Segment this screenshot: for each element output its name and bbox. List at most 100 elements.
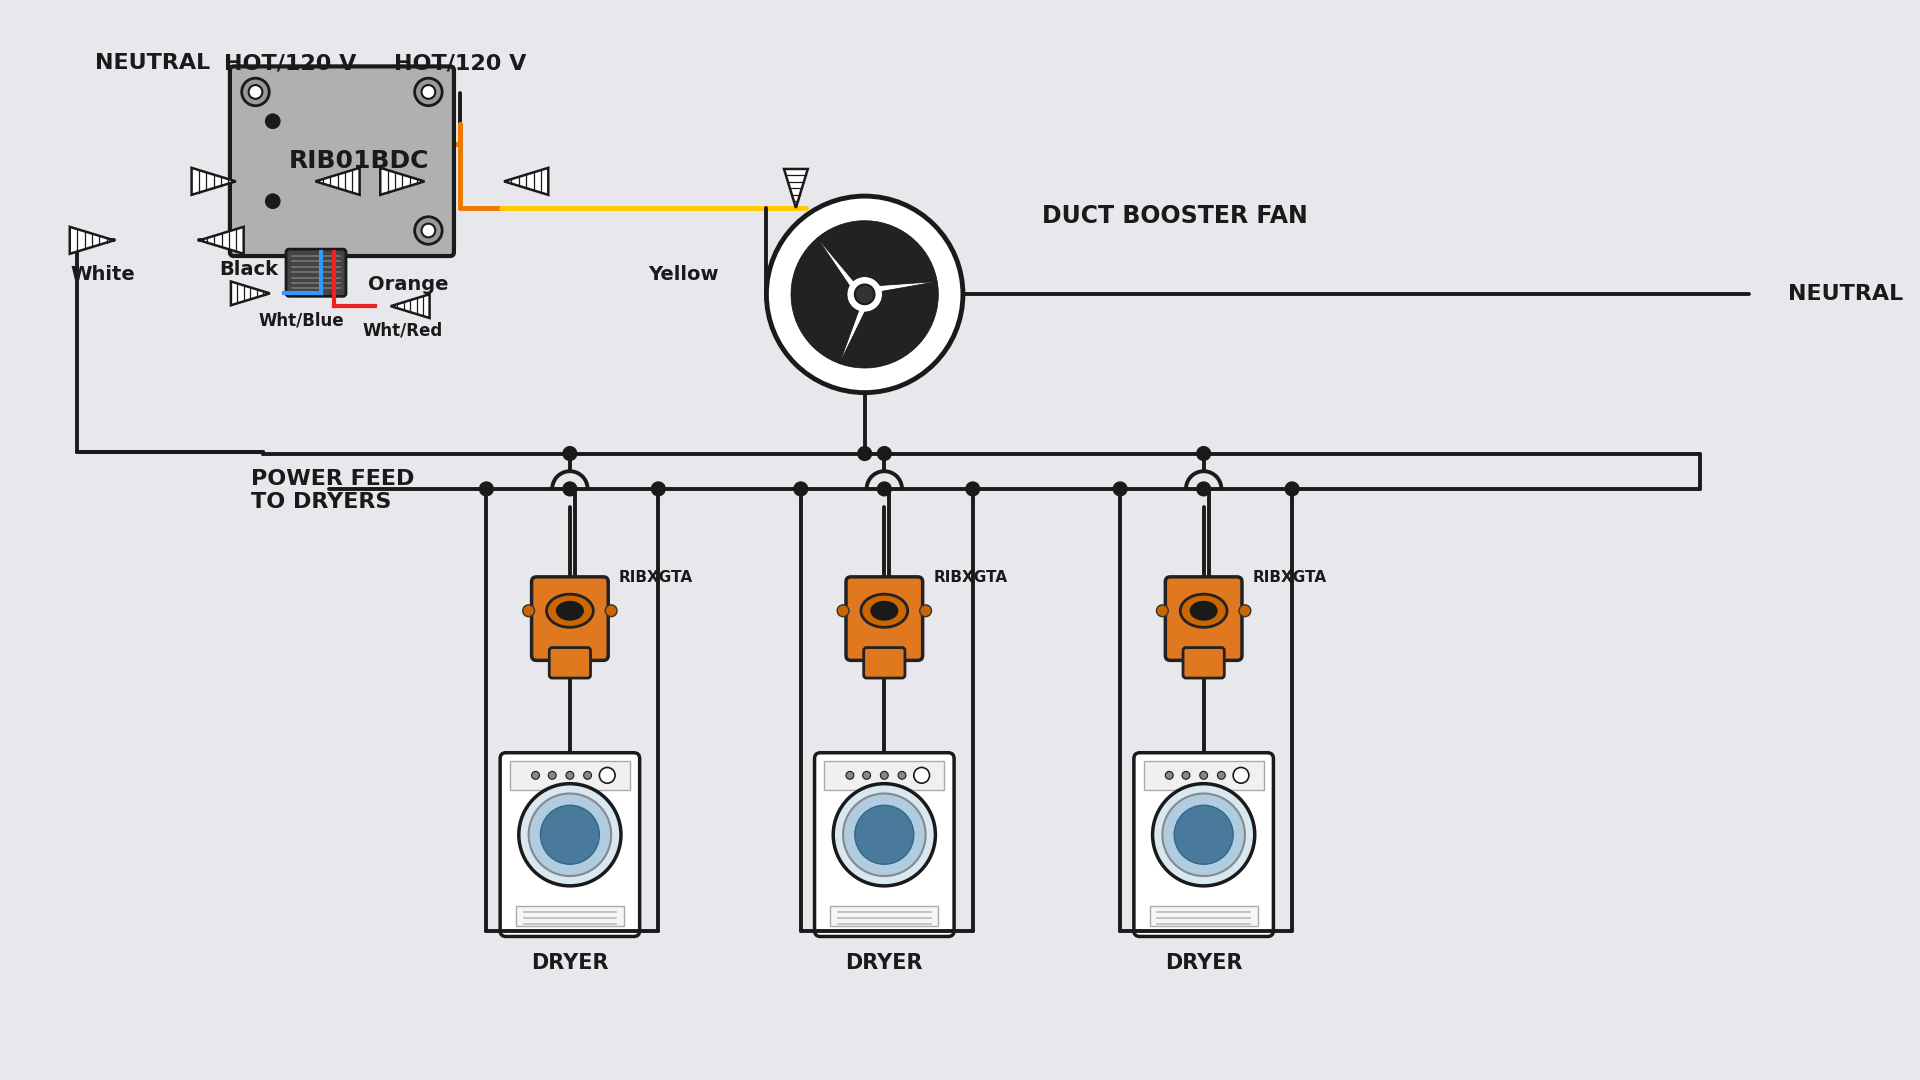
Circle shape bbox=[766, 197, 964, 393]
Text: Yellow: Yellow bbox=[649, 266, 718, 284]
Circle shape bbox=[1175, 806, 1233, 864]
Circle shape bbox=[532, 771, 540, 780]
Circle shape bbox=[422, 85, 436, 99]
Bar bbox=[824, 760, 945, 791]
Text: Orange: Orange bbox=[367, 275, 447, 294]
Polygon shape bbox=[380, 167, 424, 194]
Circle shape bbox=[833, 784, 935, 886]
Polygon shape bbox=[783, 168, 808, 207]
Ellipse shape bbox=[1190, 600, 1217, 621]
Circle shape bbox=[522, 605, 534, 617]
Polygon shape bbox=[192, 167, 236, 194]
Circle shape bbox=[1183, 771, 1190, 780]
Circle shape bbox=[1162, 794, 1244, 876]
Circle shape bbox=[1217, 771, 1225, 780]
Text: DUCT BOOSTER FAN: DUCT BOOSTER FAN bbox=[1041, 204, 1308, 228]
Polygon shape bbox=[69, 227, 113, 254]
Polygon shape bbox=[839, 282, 939, 368]
Ellipse shape bbox=[860, 594, 908, 627]
FancyBboxPatch shape bbox=[814, 753, 954, 936]
Circle shape bbox=[563, 482, 576, 496]
Text: POWER FEED
TO DRYERS: POWER FEED TO DRYERS bbox=[250, 470, 415, 513]
Circle shape bbox=[528, 794, 611, 876]
Bar bbox=[511, 760, 630, 791]
FancyBboxPatch shape bbox=[499, 753, 639, 936]
Circle shape bbox=[854, 284, 874, 305]
Text: Wht/Blue: Wht/Blue bbox=[259, 312, 344, 329]
Circle shape bbox=[854, 806, 914, 864]
Circle shape bbox=[1156, 605, 1167, 617]
Circle shape bbox=[858, 447, 872, 460]
Circle shape bbox=[1238, 605, 1250, 617]
Circle shape bbox=[248, 85, 263, 99]
Circle shape bbox=[920, 605, 931, 617]
Bar bbox=[829, 906, 939, 926]
Text: DRYER: DRYER bbox=[1165, 953, 1242, 972]
Text: HOT/120 V: HOT/120 V bbox=[223, 53, 355, 73]
Text: RIBXGTA: RIBXGTA bbox=[618, 570, 693, 585]
FancyBboxPatch shape bbox=[549, 648, 591, 678]
Circle shape bbox=[242, 78, 269, 106]
Circle shape bbox=[549, 771, 557, 780]
Text: White: White bbox=[71, 266, 136, 284]
Text: RIB01BDC: RIB01BDC bbox=[290, 149, 430, 173]
Text: DRYER: DRYER bbox=[845, 953, 924, 972]
Circle shape bbox=[518, 784, 620, 886]
Circle shape bbox=[847, 771, 854, 780]
FancyBboxPatch shape bbox=[532, 577, 609, 660]
FancyBboxPatch shape bbox=[847, 577, 924, 660]
FancyBboxPatch shape bbox=[1165, 577, 1242, 660]
Bar bbox=[1144, 760, 1263, 791]
Circle shape bbox=[415, 217, 442, 244]
Circle shape bbox=[566, 771, 574, 780]
Text: Wht/Red: Wht/Red bbox=[363, 322, 444, 340]
Text: RIBXGTA: RIBXGTA bbox=[933, 570, 1008, 585]
Circle shape bbox=[881, 771, 889, 780]
Circle shape bbox=[1284, 482, 1300, 496]
Circle shape bbox=[599, 768, 614, 783]
Circle shape bbox=[877, 447, 891, 460]
Text: NEUTRAL: NEUTRAL bbox=[94, 53, 209, 73]
Text: RIBXGTA: RIBXGTA bbox=[1252, 570, 1327, 585]
Text: DRYER: DRYER bbox=[532, 953, 609, 972]
Circle shape bbox=[415, 78, 442, 106]
FancyBboxPatch shape bbox=[1135, 753, 1273, 936]
Ellipse shape bbox=[547, 594, 593, 627]
Polygon shape bbox=[200, 227, 244, 254]
FancyBboxPatch shape bbox=[864, 648, 904, 678]
Circle shape bbox=[651, 482, 664, 496]
Circle shape bbox=[422, 224, 436, 238]
Polygon shape bbox=[818, 220, 937, 285]
Circle shape bbox=[862, 771, 870, 780]
Circle shape bbox=[265, 193, 280, 210]
Circle shape bbox=[480, 482, 493, 496]
Polygon shape bbox=[230, 282, 271, 306]
Circle shape bbox=[1233, 768, 1248, 783]
Polygon shape bbox=[315, 167, 359, 194]
Circle shape bbox=[540, 806, 599, 864]
Circle shape bbox=[1200, 771, 1208, 780]
Circle shape bbox=[1196, 482, 1210, 496]
Circle shape bbox=[795, 482, 808, 496]
Circle shape bbox=[966, 482, 979, 496]
Circle shape bbox=[584, 771, 591, 780]
Polygon shape bbox=[390, 294, 430, 318]
Circle shape bbox=[877, 482, 891, 496]
Circle shape bbox=[563, 447, 576, 460]
FancyBboxPatch shape bbox=[286, 249, 346, 296]
Circle shape bbox=[265, 113, 280, 130]
Circle shape bbox=[914, 768, 929, 783]
FancyBboxPatch shape bbox=[1183, 648, 1225, 678]
Circle shape bbox=[605, 605, 616, 617]
Circle shape bbox=[1165, 771, 1173, 780]
Circle shape bbox=[837, 605, 849, 617]
Bar bbox=[516, 906, 624, 926]
FancyBboxPatch shape bbox=[230, 66, 453, 256]
Ellipse shape bbox=[557, 600, 584, 621]
Bar bbox=[1150, 906, 1258, 926]
Polygon shape bbox=[505, 167, 549, 194]
Text: NEUTRAL: NEUTRAL bbox=[1788, 284, 1903, 305]
Circle shape bbox=[1114, 482, 1127, 496]
Circle shape bbox=[1196, 447, 1210, 460]
Circle shape bbox=[1152, 784, 1256, 886]
